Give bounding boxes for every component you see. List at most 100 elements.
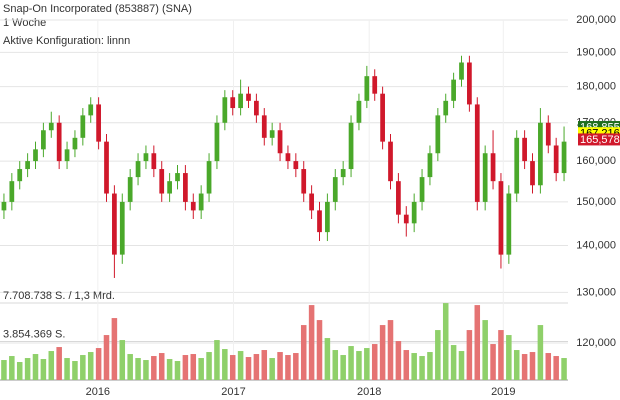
candle-body [238, 93, 243, 109]
candle-body [64, 149, 70, 162]
candle-body [175, 173, 180, 182]
y-tick-label: 200,000 [576, 14, 616, 26]
y-tick-label: 130,000 [576, 286, 616, 298]
volume-bar [545, 353, 552, 380]
volume-bar [466, 330, 473, 380]
plot: 120,000130,000140,000150,000160,000170,0… [0, 14, 620, 398]
candle-body [372, 76, 378, 94]
volume-bar [174, 361, 181, 380]
volume-bar [111, 318, 118, 380]
candle-body [474, 104, 480, 202]
candle-body [301, 169, 307, 194]
candle-body [25, 161, 30, 170]
volume-bar [158, 353, 165, 380]
candle-body [514, 137, 520, 194]
volume-bar [403, 350, 410, 380]
candle-body [467, 62, 472, 105]
volume-bar [253, 354, 260, 380]
candle-body [427, 153, 433, 178]
volume-bar [553, 356, 559, 380]
volume-bar [9, 356, 15, 380]
candle-body [356, 100, 362, 123]
candle-body [151, 153, 157, 170]
candle-body [285, 153, 291, 162]
candle-body [553, 145, 559, 174]
volume-bar [229, 355, 236, 380]
candle-body [17, 169, 23, 182]
volume-bar [387, 320, 394, 380]
candle-body [277, 130, 283, 154]
chart-subtitle: 1 Woche [3, 17, 46, 29]
y-tick-label: 150,000 [576, 196, 616, 208]
candle-body [325, 201, 330, 233]
candle-body [388, 141, 393, 182]
volume-bar [356, 351, 362, 380]
x-tick-label: 2018 [357, 386, 381, 398]
candle-body [538, 122, 543, 186]
volume-bar [498, 330, 504, 380]
volume-bar [190, 354, 197, 380]
volume-bar [419, 356, 425, 380]
candle-body [190, 201, 196, 211]
candle-body [112, 193, 117, 255]
candle-body [498, 181, 504, 255]
candle-body [317, 210, 322, 233]
volume-bar [127, 354, 133, 380]
volume-bar [521, 354, 528, 380]
volume-bar [40, 359, 47, 380]
y-tick-label: 190,000 [576, 46, 616, 58]
candle-body [545, 122, 551, 146]
volume-bar [474, 305, 481, 380]
volume-bar [285, 355, 291, 380]
candle-body [522, 137, 527, 162]
volume-bar [198, 358, 204, 380]
volume-bar [458, 351, 465, 380]
candle-body [72, 137, 78, 150]
candle-body [1, 201, 7, 211]
x-tick-label: 2016 [86, 386, 110, 398]
volume-bar [87, 352, 94, 380]
candle-body [411, 201, 417, 224]
candle-body [261, 115, 267, 138]
y-tick-label: 120,000 [576, 337, 616, 349]
candle-body [56, 122, 62, 162]
volume-bar [450, 345, 457, 380]
volume-bar [482, 320, 488, 380]
volume-bar [135, 358, 141, 380]
volume-bar [143, 360, 149, 380]
candle-body [96, 104, 101, 142]
volume-bar [56, 347, 62, 380]
volume-bar [308, 305, 315, 380]
candle-body [364, 76, 370, 101]
candle-body [269, 130, 275, 138]
candle-body [167, 181, 172, 194]
volume-tick-label: 7.708.738 S. / 1,3 Mrd. [3, 290, 115, 302]
volume-bar [348, 346, 354, 380]
volume-bar [151, 356, 157, 380]
volume-bar [529, 352, 536, 380]
candle-body [143, 153, 149, 162]
volume-bar [64, 358, 70, 380]
price-tag [578, 133, 620, 146]
candle-body [127, 177, 133, 202]
volume-bar [206, 352, 212, 380]
candle-body [419, 177, 425, 202]
volume-bar [119, 340, 126, 380]
candle-body [214, 122, 220, 162]
volume-bar [261, 350, 268, 380]
volume-bar [324, 338, 331, 380]
y-tick-label: 140,000 [576, 239, 616, 251]
candle-body [506, 193, 512, 255]
candle-body [396, 181, 401, 215]
candle-body [340, 169, 346, 178]
volume-bar [237, 351, 244, 380]
volume-bar [300, 325, 307, 380]
volume-bar [103, 335, 110, 380]
candle-body [451, 79, 456, 101]
volume-bar [411, 353, 417, 380]
candle-body [380, 93, 385, 142]
volume-bar [48, 351, 55, 380]
volume-bar [364, 348, 370, 380]
chart-title: Snap-On Incorporated (853887) (SNA) [3, 3, 192, 15]
